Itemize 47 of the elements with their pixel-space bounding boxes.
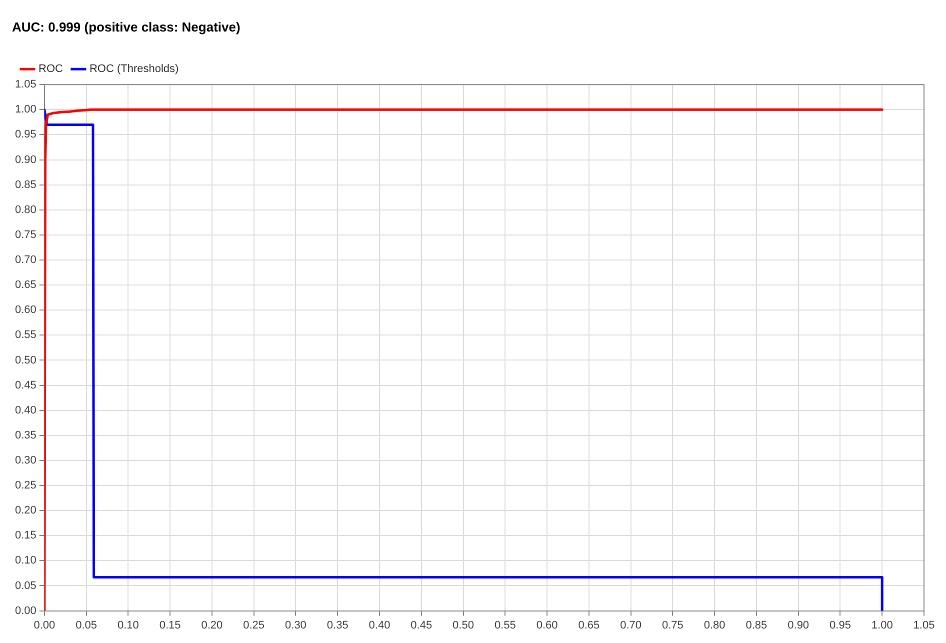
x-tick-label: 0.90 — [788, 619, 810, 632]
y-tick-label: 0.95 — [14, 128, 36, 141]
x-tick-label: 0.40 — [368, 619, 390, 632]
x-tick-label: 0.50 — [452, 619, 474, 632]
y-tick-label: 1.00 — [14, 104, 36, 116]
y-tick-label: 0.35 — [14, 429, 36, 442]
y-tick-label: 0.55 — [14, 329, 36, 342]
x-tick-label: 0.55 — [494, 619, 516, 632]
x-tick-label: 0.70 — [620, 619, 642, 632]
y-tick-label: 0.50 — [14, 354, 36, 366]
y-tick-label: 0.00 — [14, 604, 36, 617]
x-tick-label: 0.65 — [578, 619, 600, 632]
y-tick-label: 0.05 — [14, 580, 36, 592]
x-tick-label: 0.60 — [536, 619, 558, 632]
y-tick-label: 0.15 — [14, 530, 36, 542]
y-tick-label: 0.25 — [14, 480, 36, 492]
y-tick-label: 0.85 — [14, 178, 36, 191]
x-tick-label: 0.05 — [76, 619, 98, 632]
x-tick-label: 0.95 — [830, 619, 851, 632]
x-tick-label: 0.75 — [662, 619, 684, 632]
chart-title: AUC: 0.999 (positive class: Negative) — [12, 19, 240, 34]
y-tick-label: 0.45 — [14, 379, 36, 392]
y-tick-label: 0.30 — [14, 454, 36, 466]
y-tick-label: 0.40 — [14, 404, 36, 416]
x-tick-label: 0.35 — [326, 619, 348, 632]
x-tick-label: 0.10 — [117, 619, 139, 632]
legend-label: ROC (Thresholds) — [89, 63, 179, 76]
y-tick-label: 0.10 — [14, 554, 36, 567]
legend-label: ROC — [38, 63, 63, 76]
x-tick-label: 0.15 — [159, 619, 181, 632]
y-tick-label: 0.80 — [14, 204, 36, 216]
x-tick-label: 0.30 — [285, 619, 306, 632]
y-tick-label: 0.90 — [14, 154, 36, 166]
x-tick-label: 0.25 — [243, 619, 265, 632]
y-tick-label: 0.70 — [14, 254, 36, 266]
x-tick-label: 0.20 — [201, 619, 223, 632]
y-tick-label: 0.20 — [14, 504, 36, 517]
x-tick-label: 0.80 — [704, 619, 726, 632]
y-tick-label: 0.60 — [14, 304, 36, 316]
x-tick-label: 0.00 — [34, 619, 56, 632]
y-tick-label: 0.75 — [14, 228, 36, 241]
x-tick-label: 0.85 — [746, 619, 768, 632]
x-tick-label: 1.00 — [871, 619, 893, 632]
y-tick-label: 1.05 — [14, 78, 36, 91]
y-tick-label: 0.65 — [14, 279, 36, 292]
x-tick-label: 1.05 — [913, 619, 935, 632]
x-tick-label: 0.45 — [410, 619, 432, 632]
